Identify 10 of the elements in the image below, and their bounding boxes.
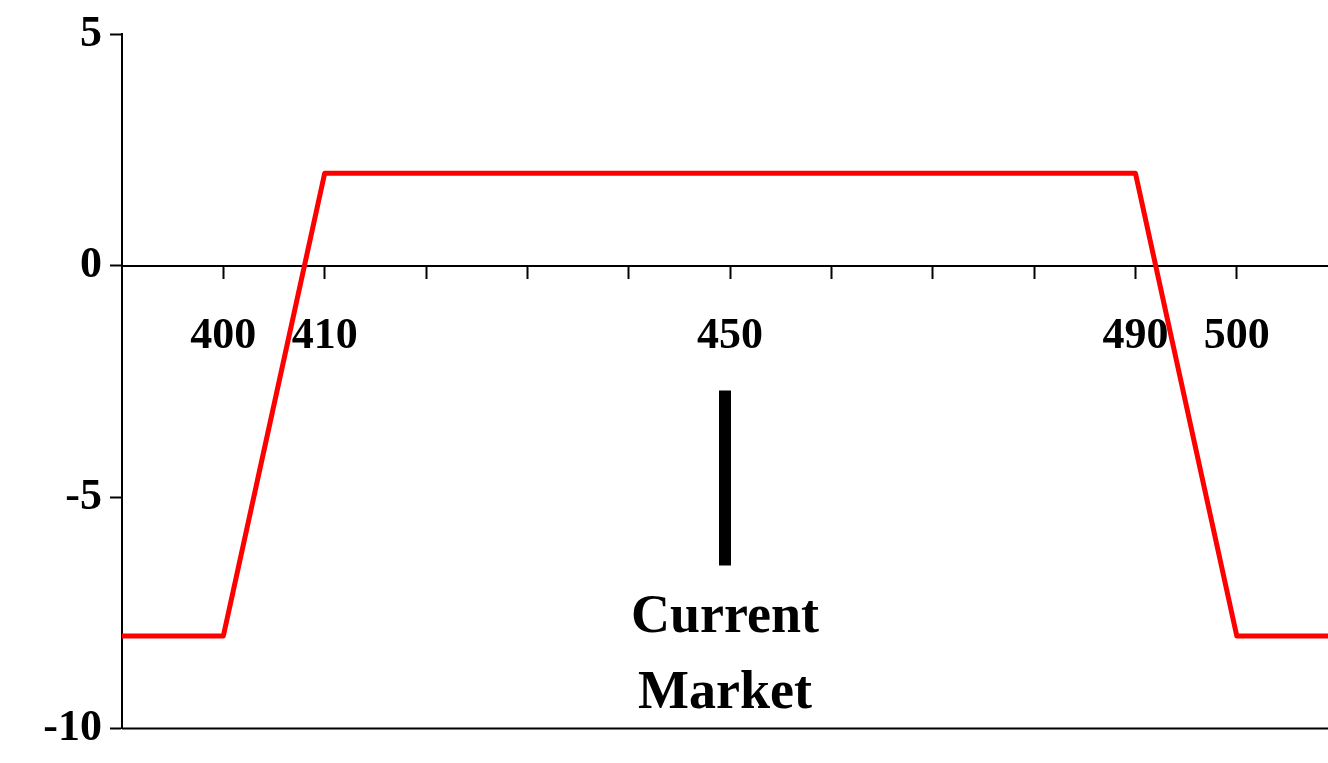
x-tick-label: 410 — [291, 308, 358, 358]
x-tick-label: 500 — [1203, 308, 1270, 358]
y-tick-label: 5 — [80, 6, 102, 56]
y-tick-label: -10 — [43, 700, 102, 750]
x-tick-label: 490 — [1102, 308, 1169, 358]
x-tick-label: 400 — [190, 308, 257, 358]
x-tick-label: 450 — [697, 308, 764, 358]
y-tick-label: -5 — [65, 469, 102, 519]
annotation: Current Market — [631, 584, 819, 721]
y-tick-label: 0 — [80, 238, 102, 288]
